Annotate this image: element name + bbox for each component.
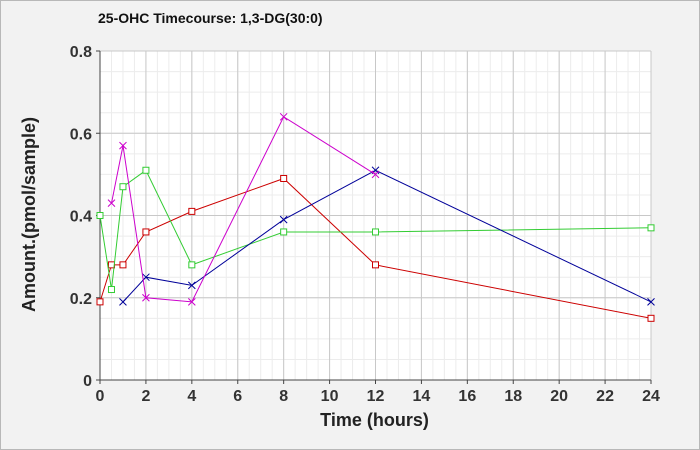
data-point — [119, 298, 127, 306]
series-line — [111, 116, 376, 303]
x-tick-label: 14 — [413, 388, 431, 405]
data-point — [647, 314, 655, 322]
data-point — [187, 281, 196, 290]
x-tick-label: 4 — [187, 388, 196, 405]
data-point — [647, 298, 655, 306]
series-1 — [96, 174, 655, 322]
x-tick-label: 6 — [233, 388, 242, 405]
data-point — [119, 261, 127, 269]
data-point — [96, 212, 104, 219]
data-point — [107, 286, 115, 294]
data-point — [119, 183, 127, 191]
x-tick-label: 16 — [458, 388, 476, 405]
data-point — [142, 293, 150, 302]
data-point — [372, 228, 379, 236]
x-tick-label: 10 — [321, 388, 339, 405]
data-point — [280, 228, 288, 236]
data-point — [142, 166, 150, 174]
data-point — [279, 215, 288, 224]
x-tick-label: 2 — [141, 388, 150, 405]
data-point — [188, 261, 196, 269]
x-tick-label: 22 — [596, 388, 614, 405]
series-line — [99, 169, 652, 290]
series-3 — [119, 166, 655, 306]
data-point — [280, 174, 288, 182]
y-tick-label: 0.8 — [70, 44, 92, 61]
data-point — [279, 112, 288, 121]
data-point — [142, 228, 150, 236]
x-tick-label: 12 — [367, 388, 385, 405]
x-tick-label: 18 — [504, 388, 522, 405]
data-point — [372, 261, 379, 269]
x-axis-label: Time (hours) — [320, 410, 429, 430]
y-tick-label: 0.6 — [70, 126, 92, 143]
data-point — [647, 224, 655, 232]
data-point — [188, 207, 196, 215]
x-tick-label: 0 — [96, 388, 105, 405]
y-tick-label: 0 — [83, 373, 92, 390]
data-point — [119, 141, 127, 150]
data-point — [371, 170, 380, 179]
x-tick-label: 8 — [279, 388, 288, 405]
series-line — [122, 169, 652, 303]
y-tick-label: 0.4 — [70, 209, 92, 226]
x-tick-label: 20 — [550, 388, 568, 405]
series-2 — [96, 166, 655, 294]
series-4 — [107, 112, 380, 306]
data-point — [187, 298, 196, 306]
data-point — [107, 199, 116, 208]
y-tick-label: 0.2 — [70, 291, 92, 308]
chart-title: 25-OHC Timecourse: 1,3-DG(30:0) — [98, 10, 323, 26]
y-axis-label: Amount.(pmol/sample) — [19, 117, 39, 312]
data-point — [96, 298, 104, 306]
x-tick-label: 24 — [642, 388, 660, 405]
